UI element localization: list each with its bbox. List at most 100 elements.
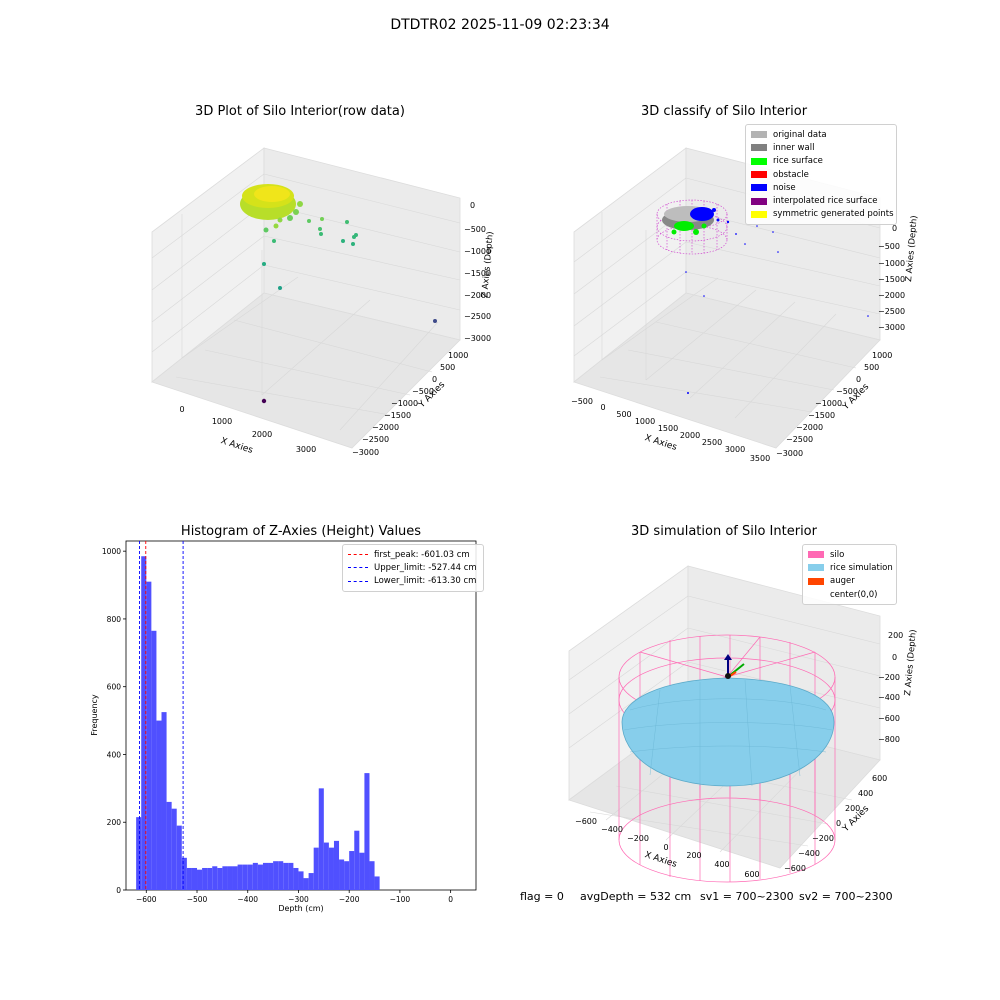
- histogram-ylabel: Frequency: [90, 694, 99, 736]
- figure-title: DTDTR02 2025-11-09 02:23:34: [390, 17, 610, 33]
- svg-text:−1500: −1500: [464, 269, 491, 278]
- svg-text:0: 0: [892, 653, 897, 662]
- svg-text:−2000: −2000: [878, 291, 905, 300]
- legend-swatch: [808, 551, 824, 559]
- legend-label: inner wall: [773, 142, 815, 153]
- histogram-bar: [303, 878, 309, 890]
- histogram-bar: [364, 773, 370, 890]
- svg-text:600: 600: [744, 870, 759, 879]
- legend-swatch: [751, 144, 767, 152]
- svg-text:−600: −600: [575, 817, 597, 826]
- legend-swatch: [808, 577, 824, 585]
- legend-swatch: [348, 567, 368, 569]
- histogram-bar: [227, 866, 233, 890]
- svg-text:−2500: −2500: [464, 312, 491, 321]
- histogram-bar: [176, 825, 182, 890]
- svg-text:400: 400: [714, 860, 729, 869]
- legend-entry: noise: [751, 181, 891, 194]
- svg-text:−2500: −2500: [362, 435, 389, 444]
- histogram-bar: [141, 556, 147, 890]
- y-tick-label: 0: [116, 886, 121, 895]
- svg-text:−1500: −1500: [878, 275, 905, 284]
- legend-label: center(0,0): [830, 589, 878, 600]
- legend-entry: inner wall: [751, 141, 891, 154]
- svg-text:−2500: −2500: [878, 307, 905, 316]
- svg-text:500: 500: [616, 410, 631, 419]
- histogram-bar: [344, 861, 350, 890]
- histogram-bar: [166, 801, 172, 890]
- histogram-bar: [318, 788, 324, 890]
- svg-text:−600: −600: [878, 714, 900, 723]
- svg-text:2000: 2000: [252, 430, 272, 439]
- histogram-bar: [197, 869, 203, 890]
- histogram-bar: [313, 847, 319, 890]
- svg-text:−200: −200: [812, 834, 834, 843]
- legend-entry: Lower_limit: -613.30 cm: [348, 575, 478, 588]
- legend-swatch: [751, 131, 767, 139]
- legend-entry: interpolated rice surface: [751, 194, 891, 207]
- svg-text:0: 0: [836, 819, 841, 828]
- histogram-bar: [333, 840, 340, 890]
- legend-label: silo: [830, 549, 845, 560]
- svg-text:−500: −500: [464, 225, 486, 234]
- svg-text:0: 0: [892, 224, 897, 233]
- legend-label: interpolated rice surface: [773, 196, 878, 207]
- legend-entry: original data: [751, 128, 891, 141]
- histogram-bar: [328, 847, 334, 890]
- legend-swatch: [751, 171, 767, 179]
- svg-text:0: 0: [600, 403, 605, 412]
- histogram-bar: [374, 876, 380, 890]
- x-tick-label: −300: [288, 895, 309, 904]
- svg-text:−200: −200: [627, 834, 649, 843]
- x-tick-label: −400: [237, 895, 258, 904]
- legend-entry: center(0,0): [808, 588, 891, 601]
- legend-label: rice surface: [773, 156, 823, 167]
- svg-text:−400: −400: [601, 825, 623, 834]
- svg-text:1000: 1000: [635, 417, 655, 426]
- legend-entry: Upper_limit: -527.44 cm: [348, 561, 478, 574]
- svg-text:−400: −400: [878, 693, 900, 702]
- legend-entry: silo: [808, 548, 891, 561]
- svg-text:−500: −500: [878, 242, 900, 251]
- histogram-bar: [278, 861, 284, 890]
- y-tick-label: 600: [107, 683, 122, 692]
- legend-swatch: [751, 157, 767, 165]
- svg-text:2500: 2500: [702, 438, 722, 447]
- histogram-bar: [252, 862, 258, 890]
- svg-text:1500: 1500: [658, 424, 678, 433]
- histogram-bar: [369, 861, 375, 890]
- svg-text:−2000: −2000: [796, 423, 823, 432]
- legend-label: original data: [773, 129, 827, 140]
- svg-text:−1500: −1500: [384, 411, 411, 420]
- legend-swatch: [808, 591, 824, 598]
- svg-text:2000: 2000: [680, 431, 700, 440]
- svg-text:0: 0: [470, 201, 475, 210]
- histogram-bar: [293, 867, 299, 890]
- histogram-bar: [156, 720, 162, 890]
- svg-text:−500: −500: [571, 397, 593, 406]
- classify-legend: original data inner wall rice surface obsta…: [745, 124, 897, 226]
- legend-label: first_peak: -601.03 cm: [374, 549, 470, 560]
- legend-entry: rice surface: [751, 155, 891, 168]
- svg-text:0: 0: [663, 843, 668, 852]
- histogram-bar: [288, 862, 294, 890]
- histogram-xlabel: Depth (cm): [278, 904, 323, 913]
- svg-text:−200: −200: [878, 673, 900, 682]
- legend-entry: rice simulation: [808, 561, 893, 574]
- histogram-bar: [202, 867, 208, 890]
- simulation-legend: silo rice simulation auger center(0,0): [802, 544, 897, 606]
- status-avg-depth: avgDepth = 532 cm: [580, 890, 692, 903]
- histogram-bar: [247, 864, 253, 890]
- svg-text:500: 500: [864, 363, 879, 372]
- classify-plot-title: 3D classify of Silo Interior: [640, 104, 808, 119]
- svg-text:1000: 1000: [212, 417, 232, 426]
- histogram-bar: [339, 859, 345, 890]
- svg-text:0: 0: [432, 375, 437, 384]
- histogram-bar: [146, 581, 152, 890]
- raw-plot-title: 3D Plot of Silo Interior(row data): [195, 104, 405, 119]
- svg-text:1000: 1000: [448, 351, 468, 360]
- svg-text:−600: −600: [784, 864, 806, 873]
- y-tick-label: 400: [107, 750, 122, 759]
